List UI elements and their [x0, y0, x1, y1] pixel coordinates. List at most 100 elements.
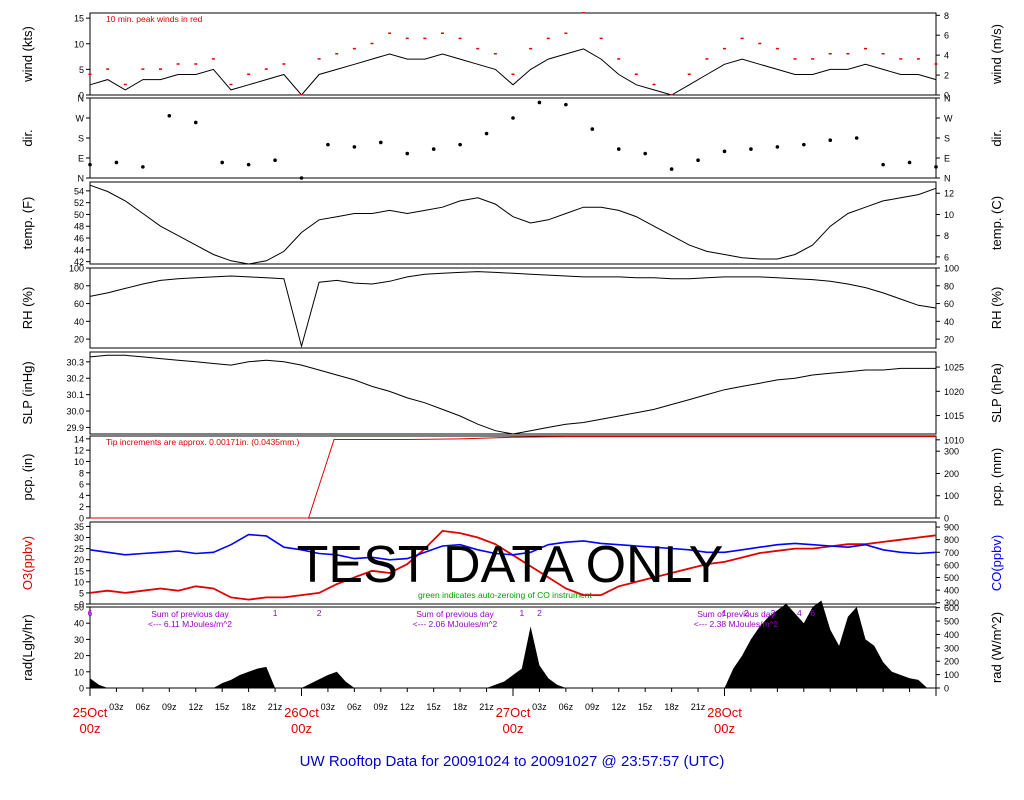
right-tick-label: 500 [944, 617, 959, 627]
right-tick-label: 200 [944, 469, 959, 479]
right-tick-label: 12 [944, 189, 954, 199]
right-axis-label: pcp. (mm) [989, 448, 1004, 507]
right-tick-label: 0 [944, 514, 949, 524]
hour-label: 09z [374, 702, 389, 712]
right-tick-label: 40 [944, 317, 954, 327]
left-tick-label: 30.0 [66, 407, 84, 417]
left-axis-label: SLP (inHg) [20, 361, 35, 424]
peak-wind-mark [899, 58, 903, 60]
peak-wind-mark [211, 58, 215, 60]
dir-point [299, 176, 304, 180]
left-tick-label: 40 [74, 619, 84, 629]
right-tick-label: 900 [944, 523, 959, 533]
rad-top-mark: 2 [744, 608, 749, 618]
dir-point [220, 160, 224, 165]
hour-label: 03z [321, 702, 336, 712]
peak-wind-mark [599, 37, 603, 40]
panel-frame [89, 181, 937, 265]
right-tick-label: 1020 [944, 387, 964, 397]
peak-wind-mark [441, 32, 444, 34]
panel-wind: 0 5 10 15 0 2 4 6 8 wind (kts) wind (m/s) 10 min. p… [20, 11, 1004, 101]
peak-wind-mark [670, 94, 674, 96]
left-tick-label: 30.3 [66, 357, 84, 367]
left-axis-label: dir. [20, 129, 35, 146]
peak-wind-mark [159, 68, 162, 70]
dir-point [643, 151, 647, 156]
daily-sum-value: <--- 2.38 MJoules/m^2 [694, 619, 779, 629]
right-tick-label: 4 [944, 51, 949, 61]
right-tick-label: 1015 [944, 411, 964, 421]
left-tick-label: 10 [74, 457, 84, 467]
peak-wind-mark [88, 73, 92, 75]
left-tick-label: 5 [79, 65, 84, 75]
right-tick-label: 6 [944, 252, 949, 262]
left-tick-label: 25 [74, 544, 84, 554]
right-axis-label: RH (%) [989, 287, 1004, 330]
peak-wind-mark [916, 58, 920, 60]
peak-wind-mark [775, 47, 779, 50]
hour-label: 12z [400, 702, 415, 712]
dir-point [88, 162, 92, 167]
peak-wind-mark [881, 53, 885, 55]
series-pcp-line [90, 436, 936, 519]
right-tick-label: 2 [944, 71, 949, 81]
left-tick-label: 30 [74, 533, 84, 543]
peak-wind-mark [247, 73, 251, 75]
peak-wind-mark [529, 47, 533, 50]
panel-note: Tip increments are approx. 0.00171in. (0… [106, 437, 300, 447]
hour-label: 06z [136, 702, 151, 712]
left-tick-label: 30.1 [66, 390, 84, 400]
labels-layer: 03z 06z 09z 12z 15z 18z 21z 03z 06z 09z 12z 15z 18z 2… [73, 702, 743, 736]
peak-wind-mark [282, 63, 286, 65]
peak-wind-mark [740, 37, 744, 40]
right-tick-label: 8 [944, 231, 949, 241]
hour-label: 03z [109, 702, 124, 712]
peak-wind-mark [687, 73, 691, 75]
peak-wind-mark [194, 63, 198, 65]
dir-point [484, 131, 489, 136]
hour-label: 09z [162, 702, 177, 712]
right-tick-label: 1025 [944, 363, 964, 373]
right-tick-label: 100 [944, 491, 959, 501]
left-tick-label: 30 [74, 635, 84, 645]
left-tick-label: 29.9 [66, 423, 84, 433]
rad-top-mark: 1 [519, 608, 524, 618]
peak-wind-mark [335, 53, 339, 55]
peak-wind-mark [864, 47, 867, 50]
hour-label: 06z [559, 702, 574, 712]
peak-wind-mark [370, 42, 374, 45]
right-tick-label: 0 [944, 684, 949, 694]
day-date-label: 25Oct [73, 705, 108, 720]
day-date-label: 28Oct [707, 705, 742, 720]
peak-wind-mark [564, 32, 568, 34]
right-axis-label: dir. [989, 129, 1004, 146]
left-tick-label: 0 [79, 514, 84, 524]
left-axis-label: O3(ppbv) [20, 536, 35, 590]
left-tick-label: 100 [69, 264, 84, 274]
peak-wind-mark [229, 83, 233, 86]
left-axis-label: RH (%) [20, 287, 35, 330]
day-hour-label: 00z [503, 721, 524, 736]
left-tick-label: 14 [74, 434, 84, 444]
daily-sum-value: <--- 2.06 MJoules/m^2 [413, 619, 498, 629]
rad-top-mark: 1 [722, 608, 727, 618]
dir-point [722, 149, 727, 154]
hour-label: 18z [664, 702, 679, 712]
peak-wind-mark [546, 37, 550, 40]
peak-wind-mark [511, 73, 515, 75]
right-tick-label: E [944, 154, 950, 164]
left-tick-label: 80 [74, 281, 84, 291]
peak-wind-mark [811, 58, 815, 60]
right-tick-label: W [944, 114, 953, 124]
hour-label: 15z [426, 702, 441, 712]
dir-point [273, 158, 277, 163]
right-tick-label: 6 [944, 31, 949, 41]
dir-point [352, 145, 357, 149]
right-axis-label: wind (m/s) [989, 24, 1004, 85]
dir-point [802, 142, 806, 147]
left-tick-label: 30.2 [66, 374, 84, 384]
panel-slp: 29.9 30.0 30.1 30.2 30.3 1010 1015 1020 1025 SLP … [20, 351, 1004, 445]
panel-frame [89, 435, 937, 519]
